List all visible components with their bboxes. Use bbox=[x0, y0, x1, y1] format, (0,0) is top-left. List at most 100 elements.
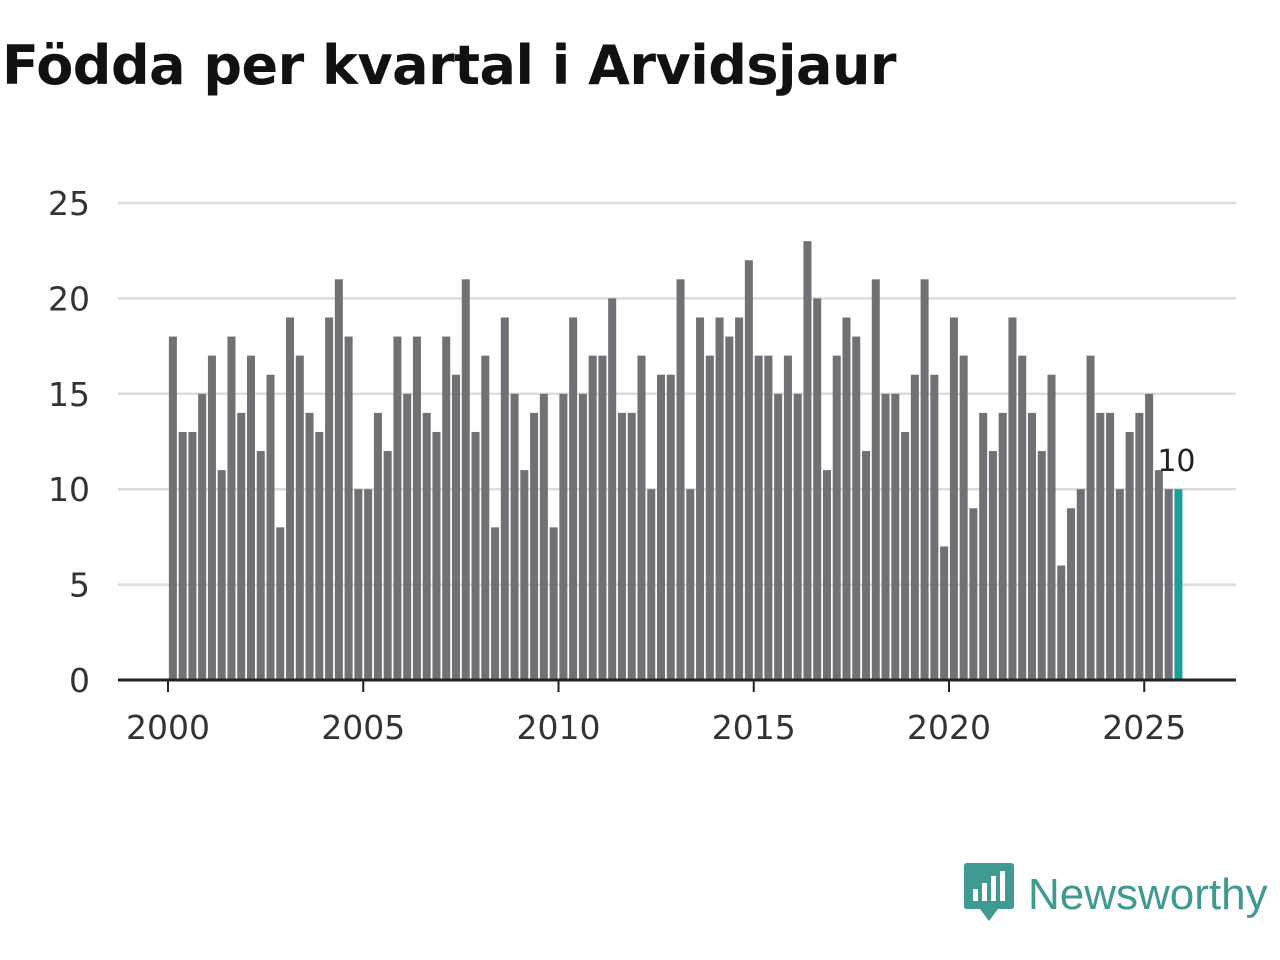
bar bbox=[549, 527, 558, 680]
bar bbox=[500, 317, 509, 680]
bar bbox=[617, 412, 626, 680]
bar bbox=[373, 412, 382, 680]
bar bbox=[832, 355, 841, 680]
bar bbox=[598, 355, 607, 680]
bar bbox=[930, 374, 939, 680]
bar bbox=[266, 374, 275, 680]
bar bbox=[920, 279, 929, 680]
bar bbox=[188, 431, 197, 680]
x-tick-label: 2005 bbox=[321, 708, 405, 747]
bar bbox=[276, 527, 285, 680]
y-tick-label: 25 bbox=[48, 184, 90, 223]
y-tick-label: 20 bbox=[48, 279, 90, 318]
bar bbox=[1164, 489, 1173, 680]
bar bbox=[852, 336, 861, 680]
bar bbox=[227, 336, 236, 680]
bar bbox=[735, 317, 744, 680]
bar bbox=[686, 489, 695, 680]
bar bbox=[217, 470, 226, 680]
bar bbox=[901, 431, 910, 680]
bar bbox=[256, 451, 265, 680]
x-axis-ticks: 2000 2005 2010 2015 2020 2025 bbox=[126, 680, 1186, 747]
bar bbox=[325, 317, 334, 680]
bar bbox=[491, 527, 500, 680]
bar bbox=[1037, 451, 1046, 680]
bar bbox=[637, 355, 646, 680]
bar bbox=[403, 393, 412, 680]
bar bbox=[979, 412, 988, 680]
last-value-label: 10 bbox=[1157, 444, 1195, 479]
bar bbox=[1008, 317, 1017, 680]
bar bbox=[530, 412, 539, 680]
bar bbox=[442, 336, 451, 680]
bar bbox=[559, 393, 568, 680]
bar bbox=[344, 336, 353, 680]
bar bbox=[354, 489, 363, 680]
bar bbox=[969, 508, 978, 680]
bar bbox=[627, 412, 636, 680]
bar bbox=[891, 393, 900, 680]
bar bbox=[412, 336, 421, 680]
bar bbox=[744, 260, 753, 680]
x-tick-label: 2020 bbox=[907, 708, 991, 747]
bar bbox=[422, 412, 431, 680]
bar bbox=[510, 393, 519, 680]
bar bbox=[666, 374, 675, 680]
y-axis-ticks: 0 5 10 15 20 25 bbox=[48, 184, 90, 700]
bar bbox=[1067, 508, 1076, 680]
bar bbox=[432, 431, 441, 680]
x-tick-label: 2000 bbox=[126, 708, 210, 747]
bar bbox=[803, 241, 812, 680]
bar bbox=[178, 431, 187, 680]
bar bbox=[988, 451, 997, 680]
bars bbox=[168, 241, 1183, 680]
y-tick-label: 0 bbox=[69, 661, 90, 700]
bar bbox=[881, 393, 890, 680]
bar bbox=[959, 355, 968, 680]
bar bbox=[1154, 470, 1163, 680]
bar bbox=[949, 317, 958, 680]
bar bbox=[1027, 412, 1036, 680]
bar bbox=[305, 412, 314, 680]
bar bbox=[364, 489, 373, 680]
bar bbox=[393, 336, 402, 680]
bar bbox=[657, 374, 666, 680]
bar bbox=[383, 451, 392, 680]
bar bbox=[315, 431, 324, 680]
bar bbox=[471, 431, 480, 680]
bar bbox=[647, 489, 656, 680]
bar bbox=[842, 317, 851, 680]
bar bbox=[998, 412, 1007, 680]
bar bbox=[1047, 374, 1056, 680]
bar bbox=[481, 355, 490, 680]
bar bbox=[520, 470, 529, 680]
x-tick-label: 2025 bbox=[1102, 708, 1186, 747]
chart-title: Födda per kvartal i Arvidsjaur bbox=[2, 34, 897, 97]
bar bbox=[822, 470, 831, 680]
bar bbox=[715, 317, 724, 680]
x-tick-label: 2015 bbox=[712, 708, 796, 747]
bar bbox=[1145, 393, 1154, 680]
bar bbox=[451, 374, 460, 680]
bar bbox=[1106, 412, 1115, 680]
bar bbox=[764, 355, 773, 680]
bar bbox=[569, 317, 578, 680]
bar bbox=[696, 317, 705, 680]
bar bbox=[676, 279, 685, 680]
bar bbox=[237, 412, 246, 680]
bar bbox=[578, 393, 587, 680]
bar bbox=[168, 336, 177, 680]
bar bbox=[813, 298, 822, 680]
bar bbox=[725, 336, 734, 680]
bar bbox=[588, 355, 597, 680]
bar bbox=[705, 355, 714, 680]
bar bbox=[910, 374, 919, 680]
bar bbox=[1076, 489, 1085, 680]
bar bbox=[246, 355, 255, 680]
bar bbox=[295, 355, 304, 680]
brand-logo: Newsworthy bbox=[964, 862, 1268, 928]
bar bbox=[198, 393, 207, 680]
x-tick-label: 2010 bbox=[517, 708, 601, 747]
bar bbox=[1096, 412, 1105, 680]
